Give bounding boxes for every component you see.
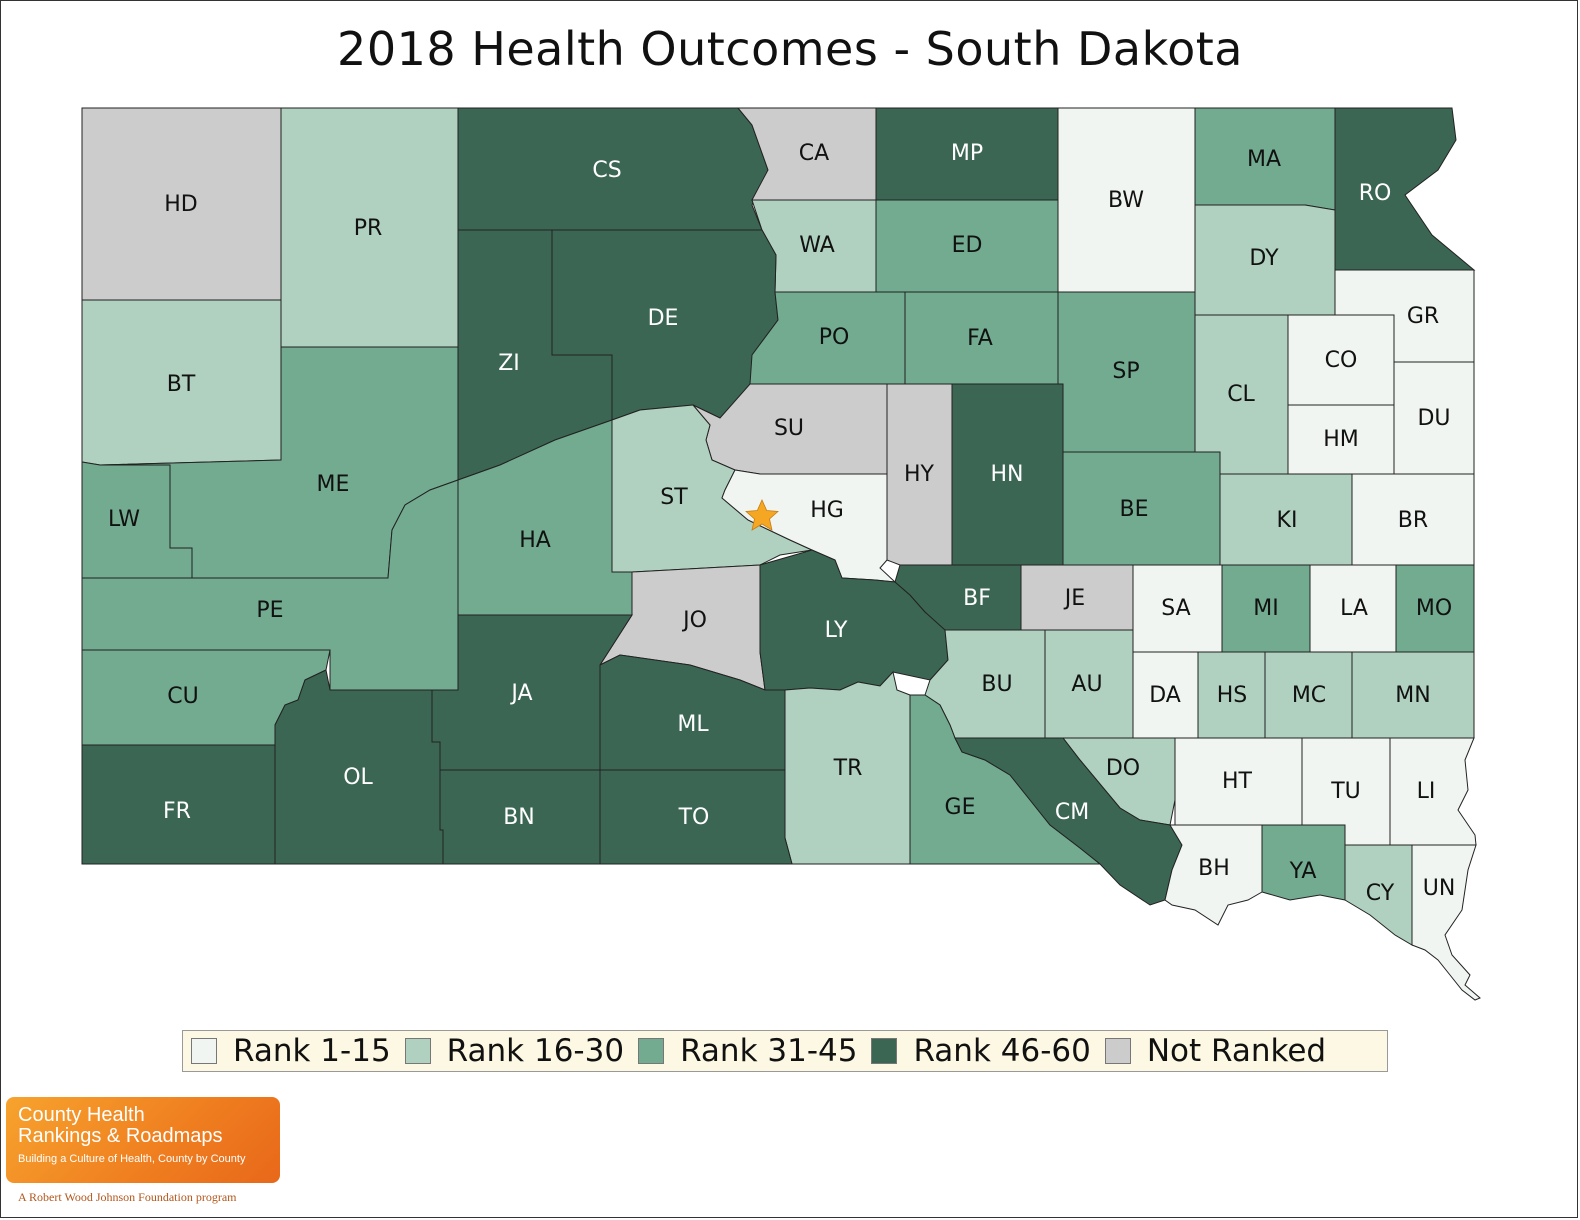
legend-item-rank-31-45: Rank 31-45 xyxy=(638,1033,857,1069)
legend-label: Rank 1-15 xyxy=(233,1033,391,1069)
county-label-hm: HM xyxy=(1323,427,1359,452)
legend-label: Rank 46-60 xyxy=(913,1033,1091,1069)
county-label-ja: JA xyxy=(509,681,532,706)
county-label-ya: YA xyxy=(1289,859,1317,884)
county-label-su: SU xyxy=(774,416,804,441)
county-label-wa: WA xyxy=(799,233,835,258)
county-label-de: DE xyxy=(648,306,679,331)
county-label-mp: MP xyxy=(951,141,983,166)
chrr-logo: County Health Rankings & Roadmaps Buildi… xyxy=(6,1097,280,1183)
county-label-cu: CU xyxy=(167,684,198,709)
county-label-po: PO xyxy=(819,325,850,350)
county-cm xyxy=(954,737,1183,906)
county-label-pr: PR xyxy=(354,216,383,241)
legend-label: Rank 31-45 xyxy=(680,1033,858,1069)
legend-item-not-ranked: Not Ranked xyxy=(1104,1033,1327,1069)
logo-tagline: Building a Culture of Health, County by … xyxy=(18,1153,246,1165)
star-icon xyxy=(745,499,779,531)
county-label-ge: GE xyxy=(945,795,976,820)
county-label-sa: SA xyxy=(1161,596,1190,621)
county-label-bt: BT xyxy=(167,372,196,397)
county-label-ro: RO xyxy=(1359,181,1392,206)
legend-label: Rank 16-30 xyxy=(446,1033,625,1069)
map-legend: Rank 1-15 Rank 16-30 Rank 31-45 Rank 46-60 N… xyxy=(182,1030,1388,1072)
county-label-me: ME xyxy=(317,472,350,497)
county-to xyxy=(599,769,793,865)
legend-swatch xyxy=(191,1038,217,1064)
legend-item-rank-46-60: Rank 46-60 xyxy=(871,1033,1091,1069)
rwjf-program-text: A Robert Wood Johnson Foundation program xyxy=(18,1190,237,1204)
county-label-layer: HD PR CS CA MP BW MA RO WA ED DY BT ZI DE PO FA SP CL GR CO… xyxy=(108,141,1455,906)
county-label-sp: SP xyxy=(1112,359,1139,384)
county-label-jo: JO xyxy=(681,608,707,633)
county-label-cl: CL xyxy=(1227,382,1255,407)
county-label-ht: HT xyxy=(1222,769,1253,794)
county-label-mn: MN xyxy=(1395,683,1430,708)
county-label-gr: GR xyxy=(1407,304,1439,329)
county-layer xyxy=(81,107,1481,1001)
county-label-la: LA xyxy=(1340,596,1368,621)
county-label-lw: LW xyxy=(108,507,140,532)
county-label-hg: HG xyxy=(810,498,844,523)
county-label-cy: CY xyxy=(1366,881,1395,906)
county-label-ly: LY xyxy=(825,618,848,643)
county-label-bh: BH xyxy=(1198,856,1230,881)
county-fr xyxy=(81,744,276,865)
legend-swatch xyxy=(404,1038,431,1064)
county-ya xyxy=(1261,824,1346,901)
county-label-hd: HD xyxy=(164,192,197,217)
county-ro xyxy=(1334,107,1476,271)
county-label-to: TO xyxy=(678,805,710,830)
county-label-bf: BF xyxy=(963,586,991,611)
county-label-dy: DY xyxy=(1249,246,1279,271)
county-label-ed: ED xyxy=(952,233,983,258)
county-label-je: JE xyxy=(1063,586,1085,611)
legend-label: Not Ranked xyxy=(1146,1033,1327,1069)
county-label-mi: MI xyxy=(1253,596,1278,621)
county-label-tu: TU xyxy=(1330,779,1361,804)
county-label-cm: CM xyxy=(1055,800,1089,825)
legend-item-rank-1-15: Rank 1-15 xyxy=(191,1033,391,1069)
county-label-st: ST xyxy=(660,485,688,510)
county-label-ki: KI xyxy=(1277,508,1298,533)
county-label-ha: HA xyxy=(519,528,551,553)
county-label-fa: FA xyxy=(967,326,993,351)
county-label-be: BE xyxy=(1120,497,1149,522)
logo-line-1: County Health xyxy=(18,1104,145,1126)
county-label-fr: FR xyxy=(163,799,191,824)
legend-swatch xyxy=(638,1038,665,1064)
county-label-hy: HY xyxy=(904,462,935,487)
county-label-mc: MC xyxy=(1292,683,1326,708)
map-title: 2018 Health Outcomes - South Dakota xyxy=(337,22,1243,76)
county-label-ca: CA xyxy=(799,141,829,166)
county-label-pe: PE xyxy=(256,598,283,623)
county-label-du: DU xyxy=(1417,406,1450,431)
county-label-ol: OL xyxy=(343,765,373,790)
county-label-bn: BN xyxy=(503,805,535,830)
county-label-hn: HN xyxy=(991,462,1024,487)
county-label-au: AU xyxy=(1071,672,1102,697)
county-label-ml: ML xyxy=(677,712,709,737)
county-label-bw: BW xyxy=(1108,188,1144,213)
county-label-zi: ZI xyxy=(498,351,520,376)
county-label-br: BR xyxy=(1398,508,1428,533)
county-label-mo: MO xyxy=(1416,596,1452,621)
county-label-li: LI xyxy=(1417,779,1436,804)
county-un xyxy=(1411,844,1481,1001)
legend-swatch xyxy=(1104,1038,1131,1064)
county-label-co: CO xyxy=(1325,348,1358,373)
county-label-cs: CS xyxy=(592,158,621,183)
county-label-hs: HS xyxy=(1217,683,1248,708)
county-label-da: DA xyxy=(1149,683,1181,708)
county-label-bu: BU xyxy=(981,672,1012,697)
legend-item-rank-16-30: Rank 16-30 xyxy=(404,1033,625,1069)
logo-line-2: Rankings & Roadmaps xyxy=(18,1125,223,1147)
county-label-un: UN xyxy=(1423,876,1456,901)
county-label-ma: MA xyxy=(1247,147,1281,172)
county-label-tr: TR xyxy=(833,756,863,781)
legend-swatch xyxy=(871,1038,898,1064)
county-label-do: DO xyxy=(1106,756,1140,781)
